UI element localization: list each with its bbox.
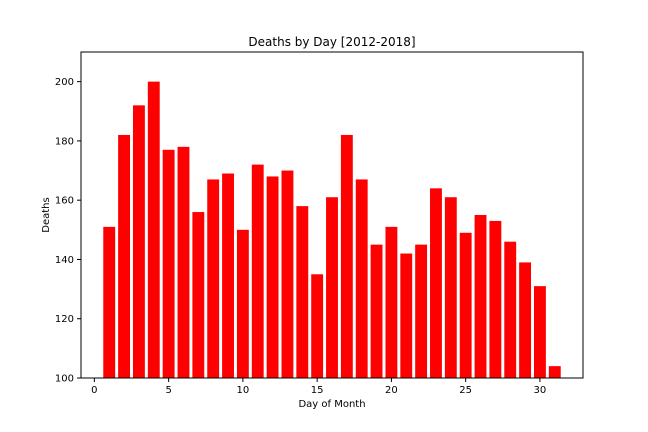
bar-day-5 [162,149,175,378]
plot-frame [80,51,584,379]
x-axis-label: Day of Month [298,399,365,410]
y-axis-label: Deaths [41,197,52,232]
y-tick-label: 200 [55,77,74,88]
bar-day-9 [222,173,234,378]
bar-day-7 [192,212,205,378]
bars-group [103,81,561,379]
x-tick-label: 30 [534,385,547,396]
bar-day-11 [251,164,264,378]
bar-day-29 [519,262,532,378]
x-tick-label: 0 [91,385,97,396]
bar-day-16 [326,197,338,378]
bar-day-15 [311,274,324,378]
bar-day-13 [281,170,294,378]
x-tick-label: 15 [311,385,324,396]
bar-day-19 [370,244,383,378]
bar-day-31 [548,366,561,378]
bar-day-21 [400,253,413,378]
bar-day-20 [385,226,398,378]
bar-day-28 [504,241,517,378]
bar-day-25 [459,232,472,378]
bar-day-6 [177,146,190,378]
x-tick-label: 10 [237,385,250,396]
bar-day-22 [415,244,428,378]
x-tick-label: 5 [165,385,171,396]
bar-day-10 [236,229,249,378]
bar-day-3 [132,105,145,378]
y-tick-label: 120 [55,314,74,325]
bar-day-27 [489,220,502,378]
bar-day-30 [533,286,546,378]
bar-day-8 [207,179,220,378]
x-tick-label: 20 [385,385,398,396]
y-tick-label: 140 [55,255,74,266]
y-tick-label: 100 [55,374,74,385]
y-axis-ticks: 100 120 140 160 180 200 [55,77,81,385]
bar-day-24 [444,197,457,378]
y-tick-label: 160 [55,196,74,207]
x-axis-ticks: 0 5 10 15 20 25 30 [91,378,546,396]
bar-day-12 [266,176,279,378]
bar-day-23 [430,188,442,378]
bar-day-18 [355,179,368,378]
y-tick-label: 180 [55,136,74,147]
bar-day-1 [103,226,116,378]
bar-day-2 [118,134,131,378]
chart-title: Deaths by Day [2012-2018] [248,35,415,49]
bar-day-17 [340,134,353,378]
bar-day-4 [147,81,160,379]
bar-day-26 [474,215,487,378]
bar-day-14 [296,206,309,378]
x-tick-label: 25 [459,385,472,396]
